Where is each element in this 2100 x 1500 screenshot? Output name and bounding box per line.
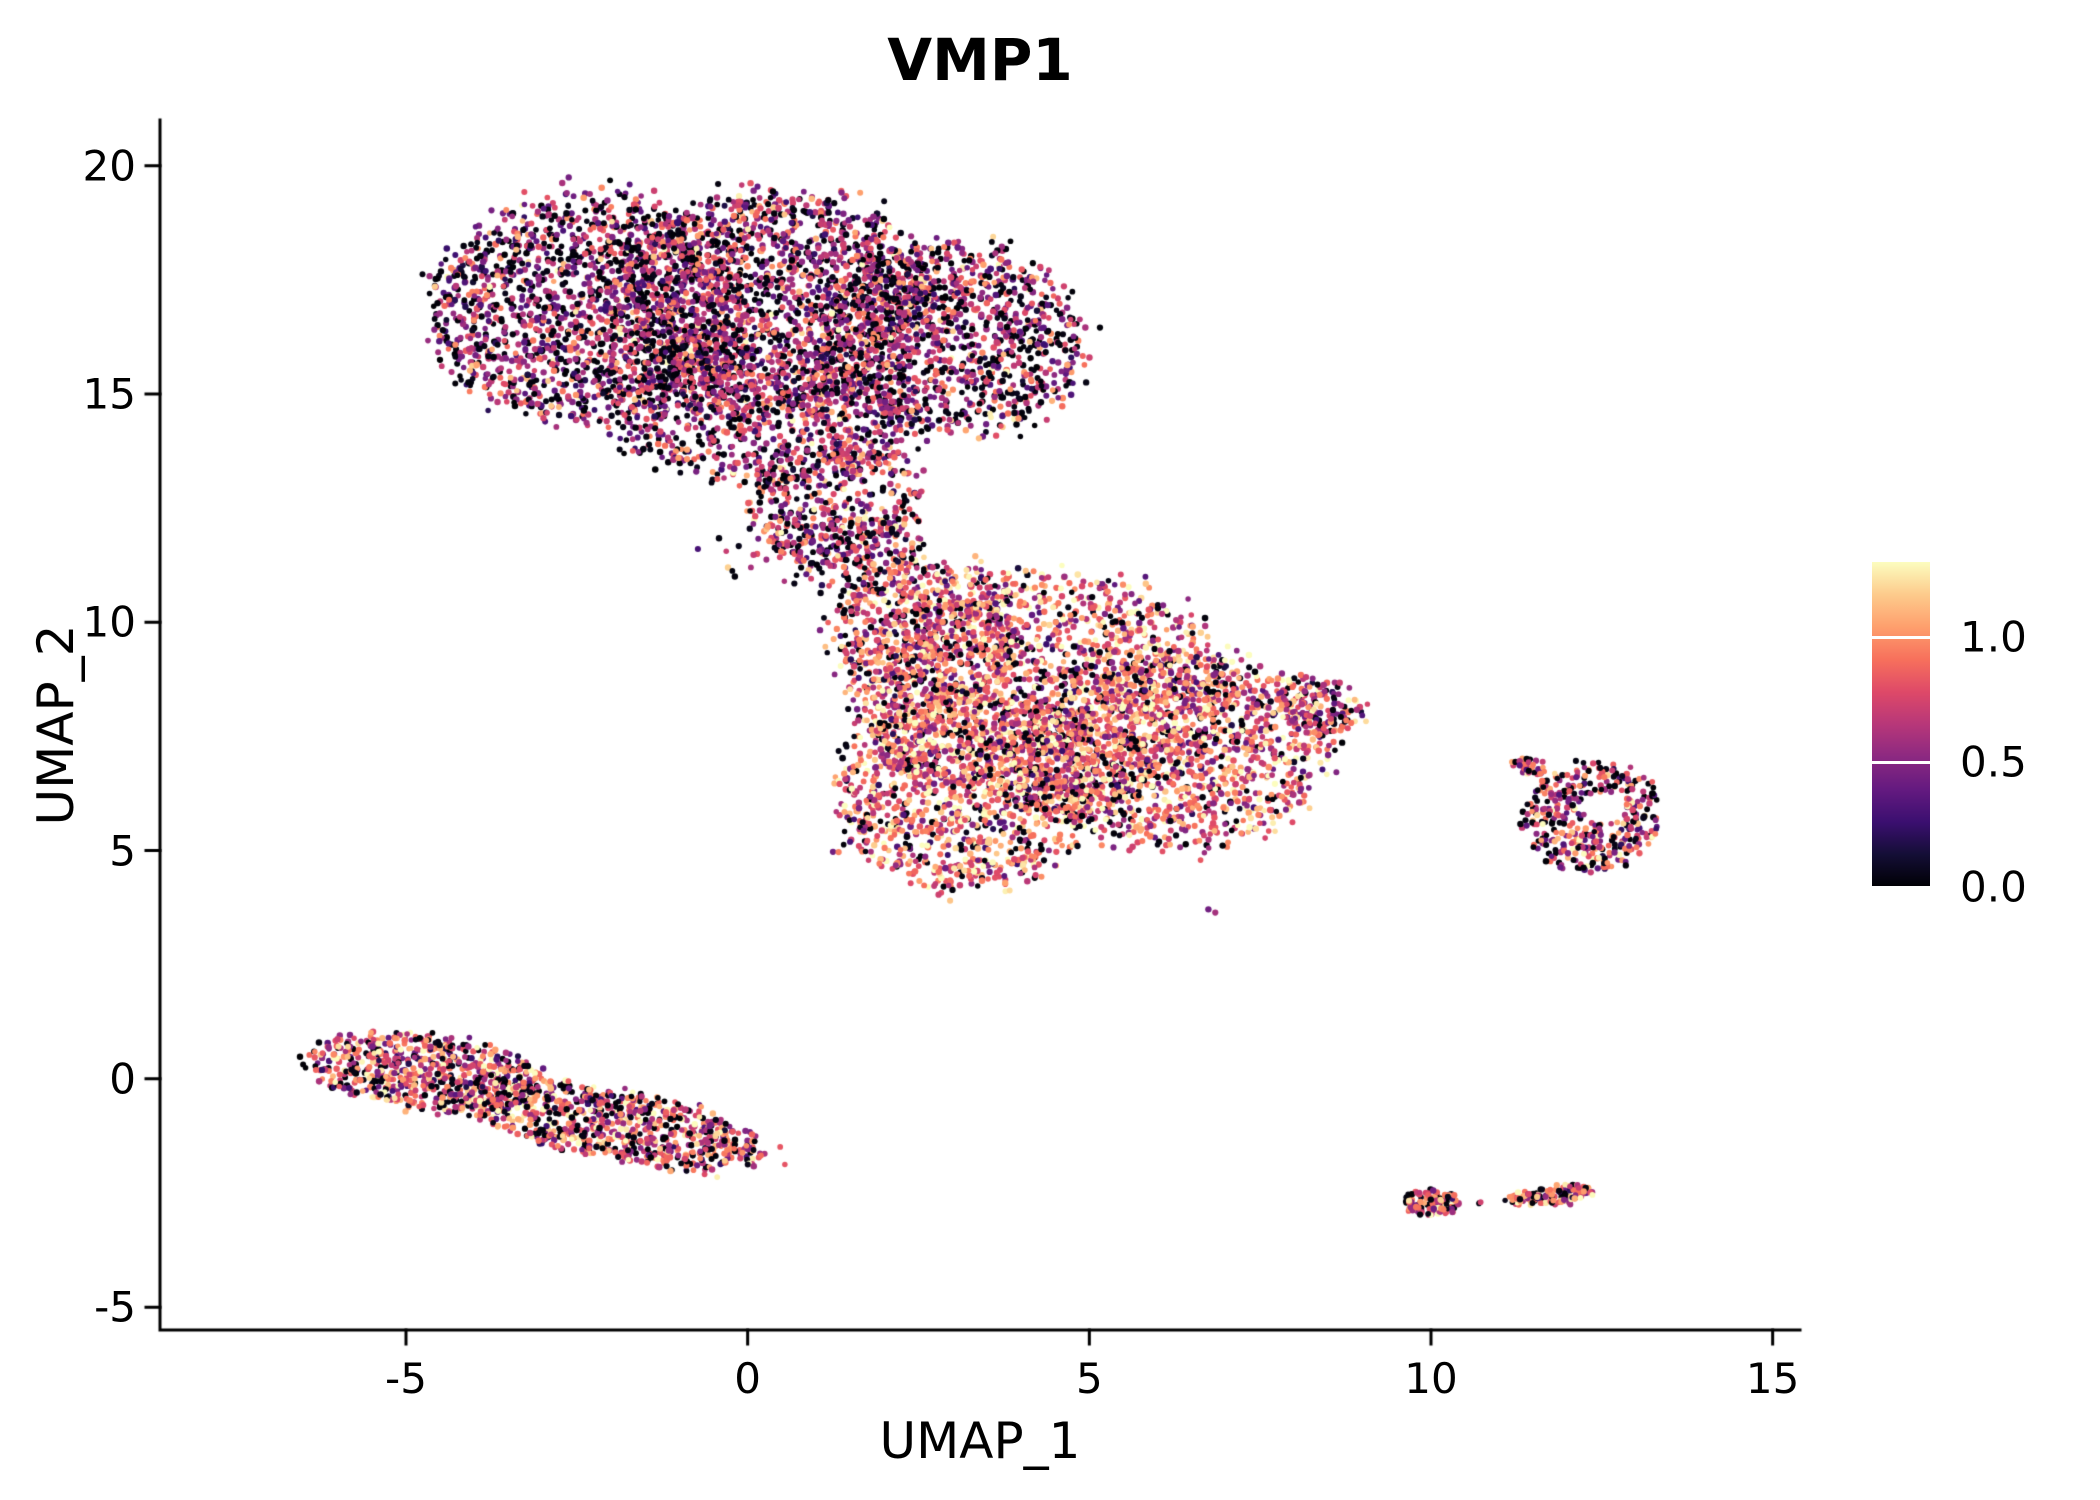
colorbar-legend: 1.0 0.5 0.0	[1872, 562, 2027, 912]
y-tick-label: 0	[109, 1054, 136, 1104]
colorbar-tick	[1872, 760, 1930, 764]
colorbar-tick	[1872, 885, 1930, 889]
x-tick-label: 5	[1075, 1354, 1103, 1403]
plot-title: VMP1	[887, 26, 1073, 94]
y-tick-label: 20	[82, 141, 136, 191]
y-axis-title: UMAP_2	[27, 624, 85, 826]
x-axis-title: UMAP_1	[879, 1412, 1081, 1470]
y-tick-label: 10	[82, 597, 136, 647]
colorbar-tick-label: 1.0	[1960, 612, 2027, 662]
colorbar-tick	[1872, 635, 1930, 639]
colorbar-gradient	[1872, 562, 1930, 887]
x-tick-label: -5	[385, 1354, 427, 1403]
colorbar-tick-label: 0.0	[1960, 862, 2027, 912]
x-tick-label: 0	[734, 1354, 762, 1403]
x-tick-label: 10	[1404, 1354, 1458, 1403]
y-tick-label: -5	[94, 1282, 136, 1332]
x-tick-label: 15	[1745, 1354, 1800, 1403]
y-tick-label: 15	[82, 369, 136, 419]
y-tick-label: 5	[109, 826, 136, 876]
colorbar-tick-label: 0.5	[1960, 737, 2027, 787]
